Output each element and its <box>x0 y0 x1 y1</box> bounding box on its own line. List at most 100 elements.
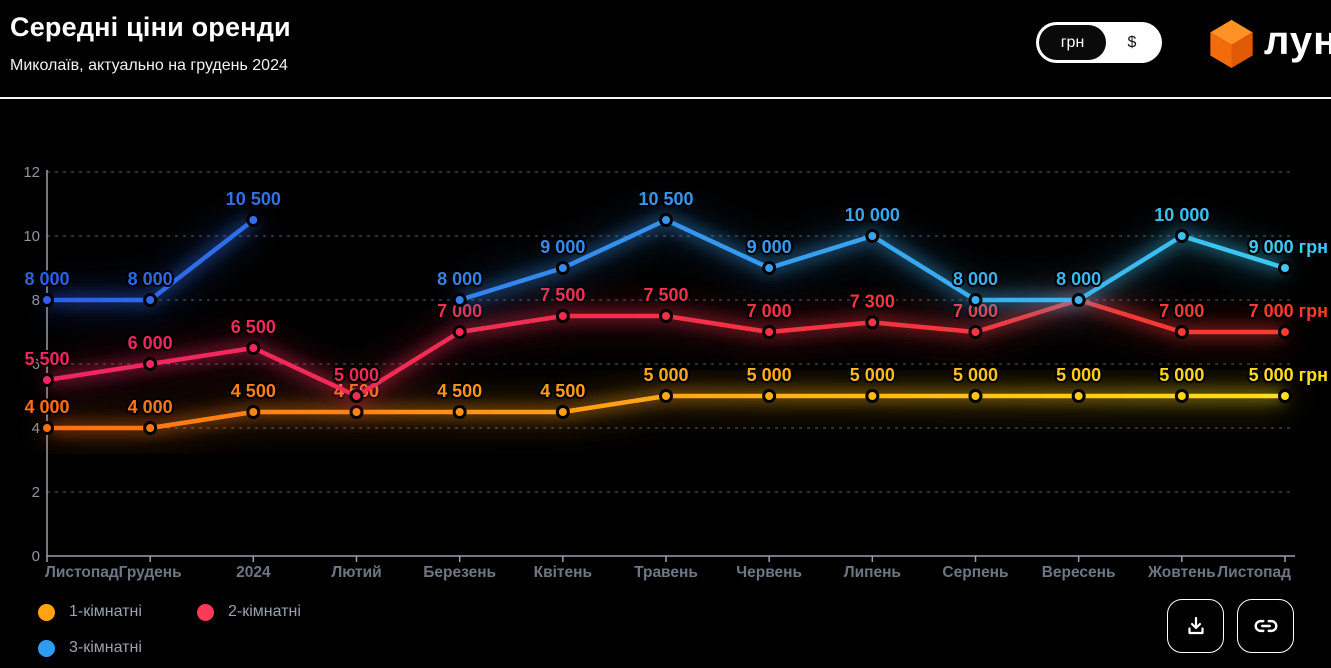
data-point[interactable] <box>349 389 364 403</box>
y-tick-label: 2 <box>32 484 40 501</box>
data-point[interactable] <box>1071 293 1086 307</box>
data-point[interactable] <box>246 405 261 419</box>
data-label: 5 000 <box>1056 365 1101 385</box>
data-label: 5 500 <box>24 349 69 369</box>
data-point[interactable] <box>555 261 570 275</box>
data-label: 5 000 <box>643 365 688 385</box>
data-label: 7 000 <box>747 301 792 321</box>
data-label: 8 000 <box>128 269 173 289</box>
data-label: 10 000 <box>1154 205 1209 225</box>
data-label: 5 000 грн <box>1249 365 1328 385</box>
data-point[interactable] <box>865 389 880 403</box>
y-tick-label: 10 <box>23 228 40 245</box>
currency-toggle[interactable]: грн $ <box>1036 22 1162 63</box>
data-point[interactable] <box>1278 325 1292 339</box>
data-point[interactable] <box>40 373 54 387</box>
x-tick-label: Серпень <box>942 564 1008 581</box>
data-label: 8 000 <box>437 269 482 289</box>
data-point[interactable] <box>452 293 467 307</box>
x-tick-label: Вересень <box>1042 564 1116 581</box>
data-point[interactable] <box>968 389 983 403</box>
data-point[interactable] <box>762 389 777 403</box>
page-title: Середні ціни оренди <box>10 12 291 42</box>
data-point[interactable] <box>452 405 467 419</box>
data-point[interactable] <box>659 389 673 403</box>
legend-item-2-room[interactable]: 2-кімнатні <box>197 600 301 624</box>
data-label: 4 000 <box>128 397 173 417</box>
data-label: 5 000 <box>747 365 792 385</box>
data-point[interactable] <box>555 309 570 323</box>
data-label: 10 500 <box>638 189 693 209</box>
data-point[interactable] <box>246 213 261 227</box>
data-point[interactable] <box>246 341 261 355</box>
y-tick-label: 12 <box>23 164 40 181</box>
data-point[interactable] <box>968 325 983 339</box>
data-label: 4 500 <box>437 381 482 401</box>
data-label: 6 000 <box>128 333 173 353</box>
data-point[interactable] <box>762 261 777 275</box>
data-label: 9 000 грн <box>1249 237 1328 257</box>
data-point[interactable] <box>1174 325 1189 339</box>
data-label: 8 000 <box>24 269 69 289</box>
y-tick-label: 8 <box>32 292 40 309</box>
legend-dot-3-room-icon <box>38 639 55 657</box>
x-tick-label: 2024 <box>236 564 271 581</box>
x-tick-label: Квітень <box>534 564 592 581</box>
lun-cube-icon <box>1210 19 1253 68</box>
data-point[interactable] <box>865 229 880 243</box>
data-point[interactable] <box>968 293 983 307</box>
data-point[interactable] <box>452 325 467 339</box>
header-divider <box>0 97 1331 99</box>
data-point[interactable] <box>762 325 777 339</box>
data-label: 6 500 <box>231 317 276 337</box>
data-point[interactable] <box>659 309 673 323</box>
lun-logo[interactable]: лун <box>1208 18 1331 68</box>
x-tick-label: Липень <box>844 564 901 581</box>
data-point[interactable] <box>1174 229 1189 243</box>
data-point[interactable] <box>143 293 158 307</box>
x-tick-label: Грудень <box>119 564 182 581</box>
data-label: 7 300 <box>850 291 895 311</box>
legend-label-3-room: 3-кімнатні <box>69 639 142 656</box>
data-point[interactable] <box>40 293 54 307</box>
legend-item-1-room[interactable]: 1-кімнатні <box>38 600 142 624</box>
data-point[interactable] <box>40 421 54 435</box>
data-label: 4 500 <box>540 381 585 401</box>
data-point[interactable] <box>143 421 158 435</box>
download-button[interactable] <box>1167 599 1224 653</box>
link-icon <box>1254 619 1277 633</box>
legend-label-1-room: 1-кімнатні <box>69 603 142 620</box>
data-label: 7 000 грн <box>1249 301 1328 321</box>
legend-dot-2-room-icon <box>197 603 214 621</box>
copy-link-button[interactable] <box>1237 599 1294 653</box>
page-subtitle: Миколаїв, актуально на грудень 2024 <box>10 57 288 74</box>
x-tick-label: Березень <box>423 564 496 581</box>
x-tick-label: Листопад <box>1217 564 1291 581</box>
currency-option-uah[interactable]: грн <box>1039 25 1106 60</box>
data-point[interactable] <box>1071 389 1086 403</box>
data-label: 7 000 <box>1159 301 1204 321</box>
y-tick-label: 0 <box>32 548 40 565</box>
data-point[interactable] <box>659 213 673 227</box>
legend-label-2-room: 2-кімнатні <box>228 603 301 620</box>
y-tick-label: 6 <box>32 356 40 373</box>
data-point[interactable] <box>865 315 880 330</box>
legend-dot-1-room-icon <box>38 603 55 621</box>
data-label: 9 000 <box>747 237 792 257</box>
data-point[interactable] <box>143 357 158 371</box>
data-point[interactable] <box>1174 389 1189 403</box>
x-tick-label: Листопад <box>45 564 119 581</box>
data-point[interactable] <box>1278 261 1292 275</box>
data-point[interactable] <box>1278 389 1292 403</box>
data-label: 5 000 <box>334 365 379 385</box>
x-tick-label: Жовтень <box>1147 564 1216 581</box>
legend-item-3-room[interactable]: 3-кімнатні <box>38 636 142 660</box>
data-label: 5 000 <box>953 365 998 385</box>
data-label: 7 500 <box>643 285 688 305</box>
data-label: 8 000 <box>1056 269 1101 289</box>
currency-option-usd[interactable]: $ <box>1127 33 1137 51</box>
data-label: 10 500 <box>226 189 281 209</box>
data-point[interactable] <box>555 405 570 419</box>
